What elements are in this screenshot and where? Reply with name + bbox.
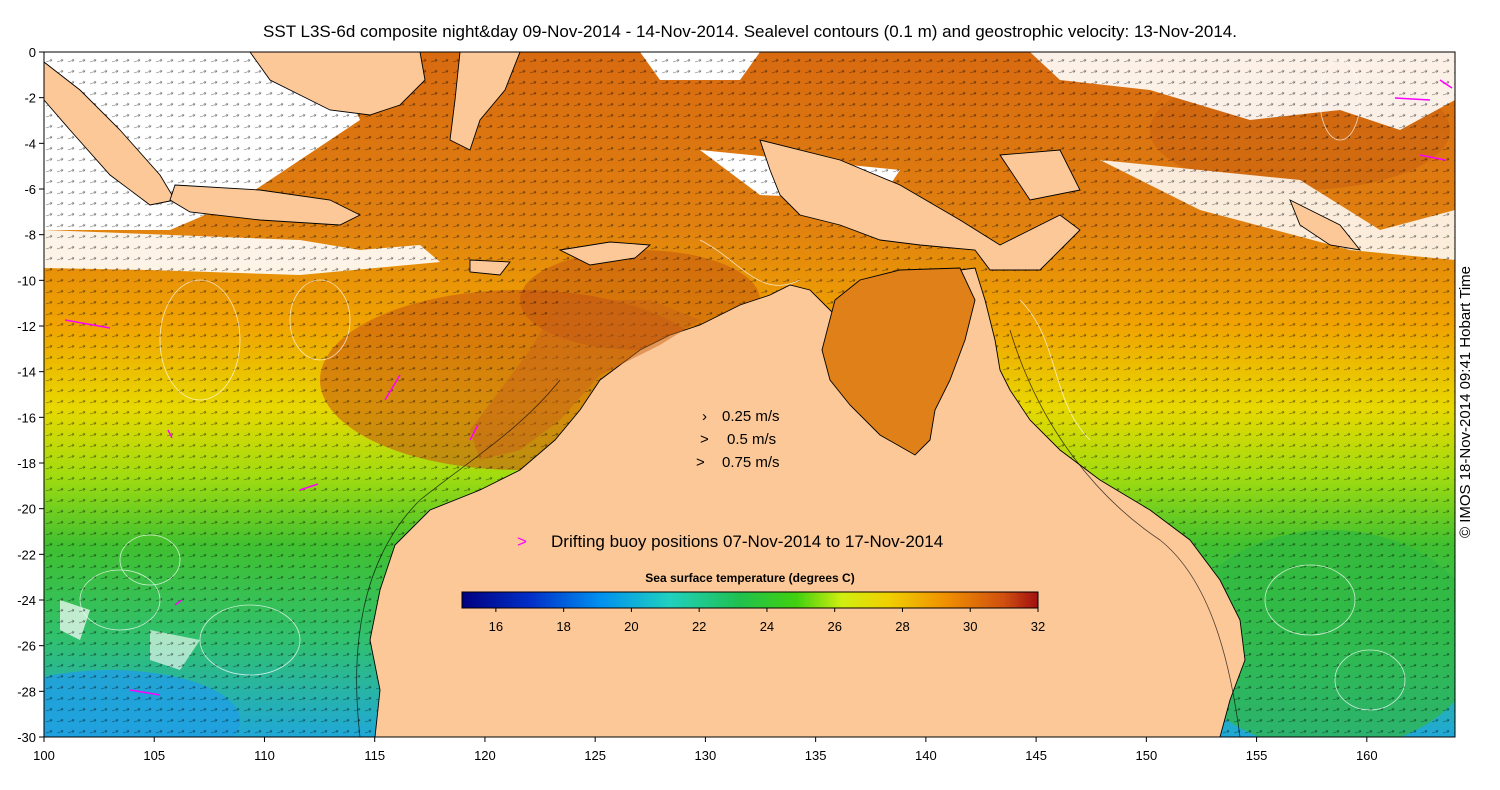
velocity-legend-symbol-1: › [702,408,707,425]
colorbar-tick-label: 32 [1031,619,1045,634]
y-tick-label: -10 [17,273,36,288]
colorbar-tick-label: 24 [760,619,774,634]
colorbar-title: Sea surface temperature (degrees C) [645,571,854,585]
x-tick-label: 130 [695,748,717,763]
plot-frame [43,51,1456,738]
x-tick-label: 110 [254,748,275,763]
y-tick-label: -24 [17,593,36,608]
colorbar-tick-label: 16 [489,619,503,634]
x-tick-label: 145 [1025,748,1047,763]
sealevel-contours [79,59,1406,711]
solomon-islands [1289,199,1362,251]
x-tick-label: 100 [33,748,55,763]
buoy-legend: > Drifting buoy positions 07-Nov-2014 to… [517,532,943,551]
colorbar-tick-label: 30 [963,619,977,634]
y-tick-label: -16 [17,410,36,425]
new-britain-island [999,149,1081,201]
shelf-warm-water [470,300,700,460]
colorbar-ticks: 16 18 20 22 24 26 28 30 32 [489,608,1045,634]
velocity-legend: › 0.25 m/s > 0.5 m/s > 0.75 m/s [696,408,780,471]
sumatra-island [44,61,176,206]
timor-island [558,241,652,266]
colorbar: Sea surface temperature (degrees C) 16 18… [461,571,1045,634]
velocity-legend-label-1: 0.25 m/s [722,408,780,425]
buoy-legend-symbol: > [517,532,527,551]
x-tick-label: 125 [584,748,606,763]
page-title: SST L3S-6d composite night&day 09-Nov-20… [263,22,1237,41]
x-tick-label: 115 [364,748,385,763]
land [44,52,1362,737]
x-tick-label: 105 [143,748,165,763]
x-tick-label: 135 [805,748,827,763]
x-tick-label: 150 [1135,748,1157,763]
y-tick-label: -4 [24,136,36,151]
colorbar-tick-label: 18 [556,619,570,634]
y-tick-label: -12 [17,319,36,334]
gulf-of-carpentaria [821,267,976,456]
x-tick-label: 120 [474,748,496,763]
velocity-legend-symbol-2: > [700,431,709,448]
buoy-tracks [64,79,1453,696]
y-tick-label: -6 [24,182,36,197]
velocity-legend-label-3: 0.75 m/s [722,454,780,471]
y-tick-label: -26 [17,639,36,654]
y-tick-label: -20 [17,502,36,517]
java-island [169,184,362,226]
new-guinea-island [759,139,1081,271]
shelf-contour [356,329,1241,737]
y-tick-label: -30 [17,730,36,745]
x-tick-label: 155 [1246,748,1268,763]
map-plot-area [44,52,1455,737]
colorbar-tick-label: 26 [827,619,841,634]
borneo-island [249,52,426,116]
x-tick-label: 160 [1356,748,1378,763]
y-tick-label: -18 [17,456,36,471]
y-tick-label: -28 [17,684,36,699]
y-tick-label: -8 [24,228,36,243]
copyright-text: © IMOS 18-Nov-2014 09:41 Hobart Time [1457,266,1474,539]
x-axis: 100 105 110 115 120 125 130 135 140 145 150 155 160 [33,737,1378,763]
y-tick-label: -2 [24,91,36,106]
colorbar-tick-label: 20 [624,619,638,634]
velocity-legend-symbol-3: > [696,454,705,471]
y-axis: 0 -2 -4 -6 -8 -10 -12 -14 -16 -18 -20 -22 -24 -26 -28 -… [17,45,44,745]
y-tick-label: 0 [29,45,36,60]
velocity-legend-label-2: 0.5 m/s [727,431,776,448]
x-tick-label: 140 [915,748,937,763]
colorbar-tick-label: 28 [895,619,909,634]
colorbar-tick-label: 22 [692,619,706,634]
buoy-legend-label: Drifting buoy positions 07-Nov-2014 to 1… [551,532,943,551]
sulawesi-island [449,52,521,151]
y-tick-label: -14 [17,365,36,380]
sumba-island [469,259,511,276]
y-tick-label: -22 [17,547,36,562]
colorbar-gradient [461,591,1039,609]
